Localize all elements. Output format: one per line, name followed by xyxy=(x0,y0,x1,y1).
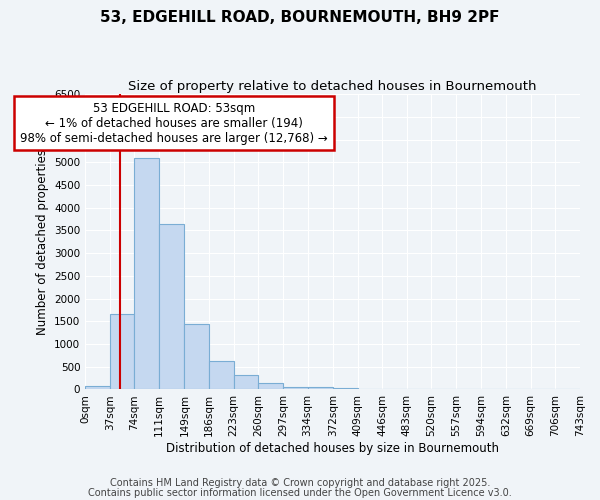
Bar xyxy=(259,382,283,390)
Bar xyxy=(308,387,333,390)
Text: 53, EDGEHILL ROAD, BOURNEMOUTH, BH9 2PF: 53, EDGEHILL ROAD, BOURNEMOUTH, BH9 2PF xyxy=(100,10,500,25)
Bar xyxy=(134,158,159,390)
Text: Contains HM Land Registry data © Crown copyright and database right 2025.: Contains HM Land Registry data © Crown c… xyxy=(110,478,490,488)
Bar xyxy=(159,224,184,390)
Title: Size of property relative to detached houses in Bournemouth: Size of property relative to detached ho… xyxy=(128,80,537,93)
Text: Contains public sector information licensed under the Open Government Licence v3: Contains public sector information licen… xyxy=(88,488,512,498)
X-axis label: Distribution of detached houses by size in Bournemouth: Distribution of detached houses by size … xyxy=(166,442,499,455)
Bar xyxy=(283,387,308,390)
Bar xyxy=(209,362,233,390)
Text: 53 EDGEHILL ROAD: 53sqm
← 1% of detached houses are smaller (194)
98% of semi-de: 53 EDGEHILL ROAD: 53sqm ← 1% of detached… xyxy=(20,102,328,144)
Bar xyxy=(184,324,209,390)
Bar xyxy=(85,386,110,390)
Bar xyxy=(233,375,259,390)
Bar xyxy=(110,314,134,390)
Bar xyxy=(333,388,358,390)
Y-axis label: Number of detached properties: Number of detached properties xyxy=(35,149,49,335)
